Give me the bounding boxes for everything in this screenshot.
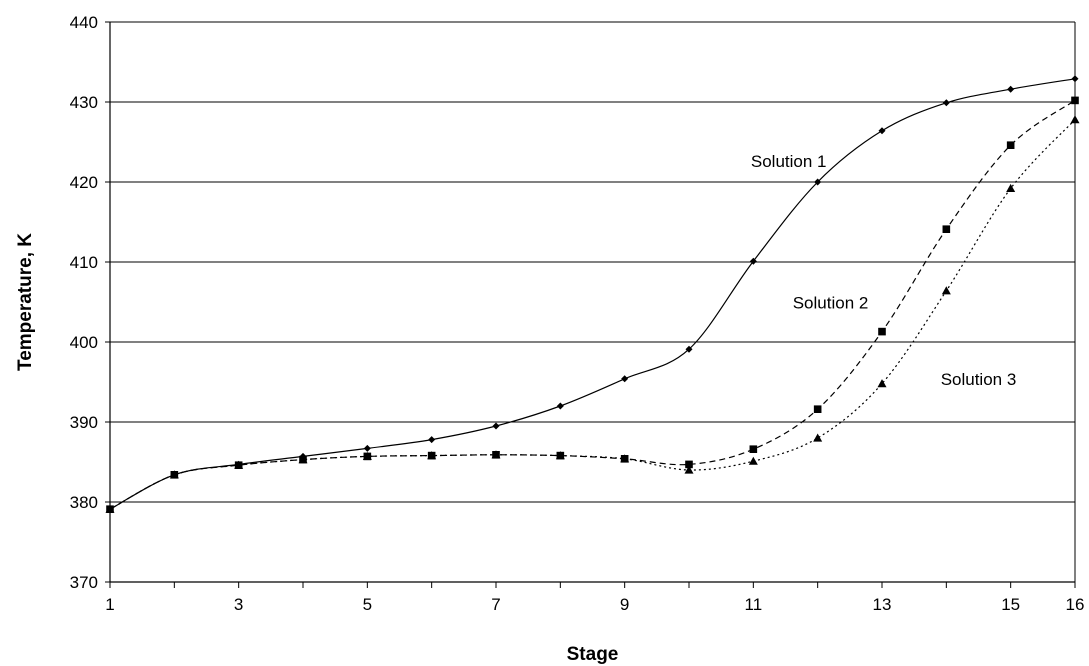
series-1-point-6 [428,436,436,444]
y-tick-label-410: 410 [70,253,98,272]
series-3-point-12 [813,433,823,442]
series-2-point-13 [878,327,886,336]
series-3-point-13 [877,379,887,388]
x-tick-label-7: 7 [491,595,500,614]
series-2-point-16 [1071,96,1079,105]
series-3-point-10 [684,465,694,474]
y-axis-title: Temperature, K [15,233,36,371]
x-tick-label-16: 16 [1066,595,1085,614]
x-axis-title: Stage [567,644,619,665]
series-3-point-6 [427,451,437,460]
series-1-point-5 [363,444,371,452]
x-tick-label-15: 15 [1001,595,1020,614]
axes [109,22,1076,583]
series-3-point-4 [298,455,308,464]
series-1-point-11 [749,257,757,265]
series-1-point-15 [1007,85,1015,93]
series-2-point-10 [685,460,693,469]
series-3-point-16 [1070,115,1080,124]
x-tick-label-3: 3 [234,595,243,614]
x-tick-label-1: 1 [105,595,114,614]
x-tick-label-9: 9 [620,595,629,614]
x-tick-label-11: 11 [745,595,763,614]
series-3-point-15 [1006,183,1016,192]
y-tick-label-420: 420 [70,173,98,192]
annotation-solution-3: Solution 3 [941,370,1017,389]
series-1-point-12 [814,178,822,186]
y-tick-label-440: 440 [70,13,98,32]
series-3-point-7 [491,450,501,459]
series-2-point-15 [1006,141,1015,149]
series-1-point-14 [942,99,950,107]
x-tick-label-13: 13 [873,595,892,614]
series-3-point-3 [234,460,244,469]
series-3-point-5 [362,451,372,460]
series-1-point-10 [685,345,693,353]
series-1-point-7 [492,422,500,430]
series-3-point-2 [169,470,179,479]
series-markers [105,75,1080,513]
grid-lines [110,21,1075,503]
series-1-point-9 [621,375,629,383]
y-tick-label-400: 400 [70,333,98,352]
series-line-1 [109,78,1076,510]
x-tick-label-5: 5 [363,595,372,614]
annotation-solution-2: Solution 2 [793,293,869,312]
series-line-3 [109,119,1076,510]
y-tick-label-380: 380 [70,493,98,512]
series-lines [109,78,1076,510]
y-tick-label-390: 390 [70,413,98,432]
series-3-point-9 [620,454,630,463]
series-2-point-14 [942,225,951,233]
annotation-solution-1: Solution 1 [751,152,827,171]
y-tick-label-430: 430 [70,93,98,112]
series-3-point-14 [941,286,951,295]
series-1-point-13 [878,127,886,135]
series-line-2 [109,99,1076,510]
y-tick-label-370: 370 [70,573,98,592]
series-3-point-8 [555,451,565,460]
series-2-point-11 [749,445,758,453]
series-2-point-12 [813,405,822,413]
series-1-point-8 [556,402,564,410]
series-1-point-16 [1071,75,1079,83]
series-3-point-11 [748,456,758,465]
annotations: Solution 1 Solution 2 Solution 3 [751,152,1016,389]
series-3-point-1 [105,504,115,513]
